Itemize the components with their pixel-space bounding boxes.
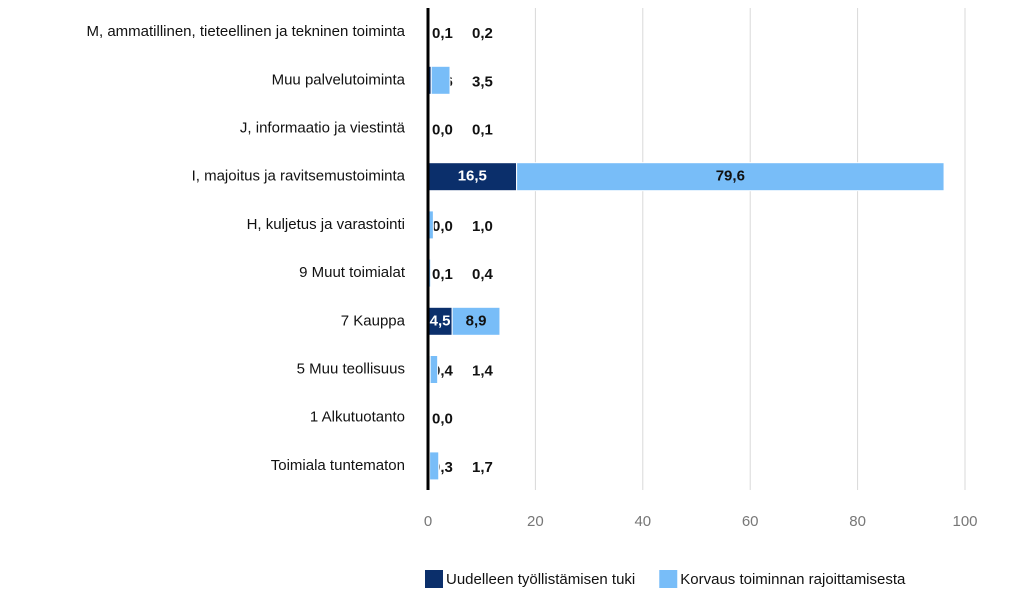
bar [451,306,501,336]
value-label: 4,5 [430,312,451,329]
value-label: 0,0 [432,411,453,428]
x-tick-label: 60 [742,513,759,530]
category-label: Toimiala tuntematon [271,457,405,474]
value-label: 0,1 [472,121,493,138]
category-label: 7 Kauppa [341,312,406,329]
category-label: 1 Alkutuotanto [310,409,405,426]
x-tick-label: 100 [952,513,977,530]
value-label: 1,0 [472,218,493,235]
legend-label: Uudelleen työllistämisen tuki [446,571,635,588]
value-label: 0,2 [472,25,493,42]
category-label: 5 Muu teollisuus [297,360,405,377]
legend-swatch [425,570,443,588]
category-label: J, informaatio ja viestintä [240,119,406,136]
bar [516,162,945,192]
x-tick-label: 40 [634,513,651,530]
value-label: 16,5 [458,168,487,185]
value-label: 3,5 [472,73,493,90]
value-label: 0,1 [432,266,453,283]
value-label: 0,0 [432,218,453,235]
bar [427,306,453,336]
value-label: 1,4 [472,362,494,379]
category-label: Muu palvelutoiminta [272,71,406,88]
x-tick-label: 0 [424,513,432,530]
value-label: 0,1 [432,25,453,42]
value-label: 8,9 [466,312,487,329]
legend-swatch [659,570,678,588]
x-tick-label: 20 [527,513,544,530]
x-tick-label: 80 [849,513,866,530]
bar [429,451,440,481]
category-label: H, kuljetus ja varastointi [247,216,405,233]
value-label: 0,0 [432,121,453,138]
legend-label: Korvaus toiminnan rajoittamisesta [680,571,906,588]
bar [429,355,439,384]
category-label: 9 Muut toimialat [299,264,406,281]
value-label: 79,6 [716,168,745,185]
category-label: M, ammatillinen, tieteellinen ja teknine… [87,23,406,40]
value-label: 0,4 [472,266,494,283]
value-label: 1,7 [472,459,493,476]
bar [430,65,451,95]
category-label: I, majoitus ja ravitsemustoiminta [192,168,406,185]
